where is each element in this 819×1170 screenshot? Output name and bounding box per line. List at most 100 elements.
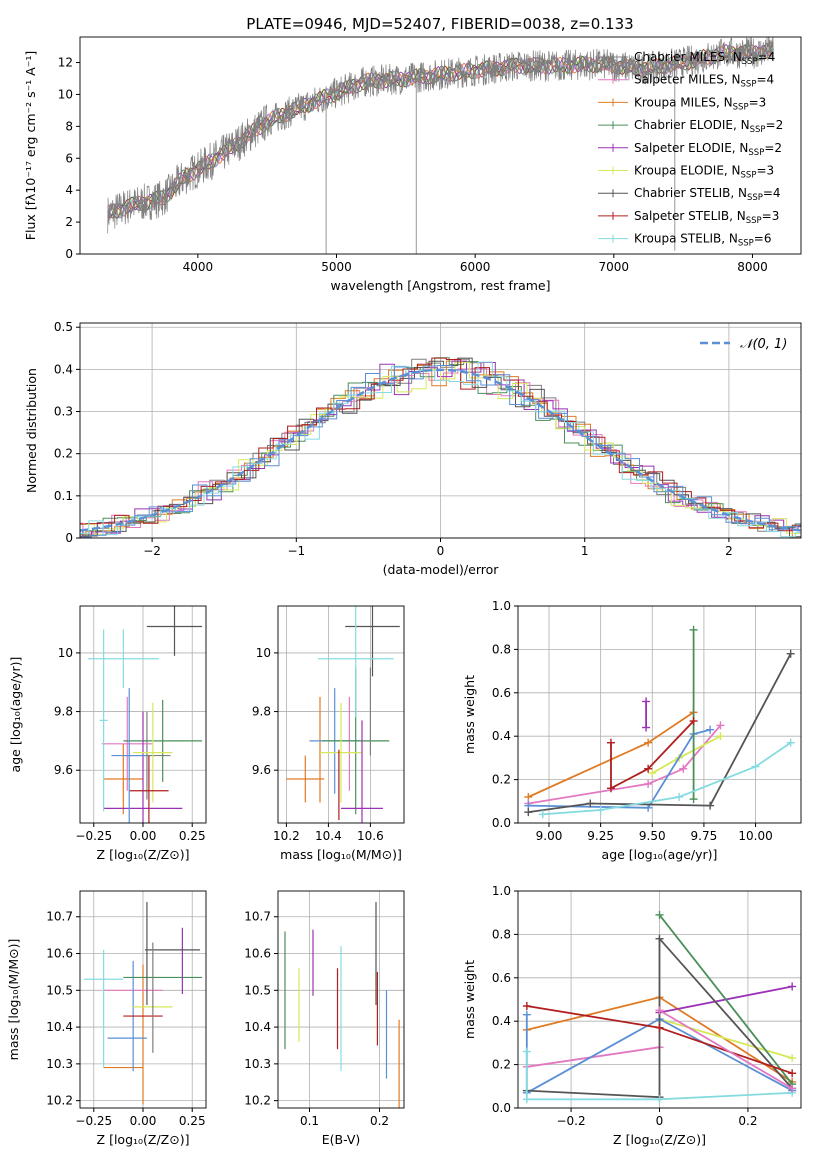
legend-label: Chabrier ELODIE, NSSP=2 — [634, 118, 783, 135]
y-tick-label: 1.0 — [492, 599, 511, 613]
panel-mw_vs_age: 9.00 9.25 9.50 9.75 10.00 0.0 0.2 0.4 0.6 0.8 1.0 a… — [462, 599, 802, 862]
y-tick-label: 10 — [256, 646, 271, 660]
legend-label: Kroupa ELODIE, NSSP=3 — [634, 164, 774, 181]
y-tick-label: 10.4 — [244, 1020, 271, 1034]
histogram-extra — [80, 365, 801, 538]
y-tick-label: 0.0 — [492, 1101, 511, 1115]
legend-eq: =4 — [758, 50, 776, 64]
legend-sub: SSP — [742, 57, 758, 67]
legend-label: Salpeter ELODIE, NSSP=2 — [634, 141, 782, 158]
x-tick-label: −2 — [143, 544, 161, 558]
y-tick-label: 0.2 — [492, 773, 511, 787]
legend-eq: =3 — [749, 95, 767, 109]
legend-eq: =6 — [754, 232, 772, 246]
y-axis-label: Flux [fλ10⁻¹⁷ erg cm⁻² s⁻¹ A⁻¹] — [23, 51, 38, 240]
y-tick-label: 0.2 — [492, 1058, 511, 1072]
legend-eq: =2 — [764, 141, 782, 155]
legend-label: Kroupa MILES, NSSP=3 — [634, 95, 766, 112]
x-tick-label: 9.50 — [639, 829, 666, 843]
panel-age_vs_z: −0.25 0.00 0.25 9.6 9.8 10 Z [log₁₀(Z/Z⊙)] age … — [8, 605, 207, 862]
legend-sub: SSP — [741, 80, 757, 90]
x-axis-label: Z [log₁₀(Z/Z⊙)] — [97, 847, 190, 862]
x-tick-label: 0.25 — [179, 1114, 206, 1128]
plot-area — [87, 606, 203, 823]
histogram-k_elodie — [80, 362, 801, 538]
plot-area — [284, 902, 400, 1108]
y-tick-label: 10.5 — [46, 983, 73, 997]
y-tick-label: 10.4 — [46, 1020, 73, 1034]
legend-sub: SSP — [741, 171, 757, 181]
y-tick-label: 0.5 — [54, 320, 73, 334]
y-tick-label: 10.5 — [244, 983, 271, 997]
axes-frame — [79, 36, 802, 255]
legend-sub: SSP — [747, 193, 763, 203]
y-tick-label: 2 — [65, 215, 73, 229]
x-tick-label: 10.2 — [273, 829, 300, 843]
y-tick-label: 4 — [65, 183, 73, 197]
y-tick-label: 0.4 — [54, 362, 73, 376]
x-tick-label: 0.00 — [130, 1114, 157, 1128]
legend-eq: =3 — [756, 164, 774, 178]
x-tick-label: 9.75 — [691, 829, 718, 843]
x-tick-label: 0.1 — [300, 1114, 319, 1128]
y-tick-label: 9.8 — [252, 705, 271, 719]
y-tick-label: 9.6 — [252, 763, 271, 777]
axes-frame — [517, 605, 802, 824]
legend-sub: SSP — [733, 102, 749, 112]
x-tick-label: 0 — [656, 1114, 664, 1128]
legend-label: Salpeter STELIB, NSSP=3 — [634, 209, 779, 226]
y-tick-label: 0.6 — [492, 686, 511, 700]
x-tick-label: −1 — [287, 544, 305, 558]
axes-frame — [277, 605, 405, 824]
plot-area — [522, 910, 797, 1104]
x-tick-label: 0.2 — [370, 1114, 389, 1128]
y-tick-label: 10 — [58, 87, 73, 101]
series-line-k_stelib — [525, 1051, 793, 1101]
plot-area — [106, 37, 775, 254]
legend-eq: =4 — [756, 73, 774, 87]
panel-spectrum: 4000 5000 6000 7000 8000 0 2 4 6 8 10 12 wavelength … — [23, 36, 802, 293]
y-tick-label: 10.2 — [46, 1094, 73, 1108]
x-tick-label: 8000 — [737, 260, 768, 274]
y-axis-label: age [log₁₀(age/yr)] — [8, 657, 23, 773]
series-line-c_stelib — [526, 936, 793, 1099]
x-tick-label: −0.25 — [75, 829, 112, 843]
legend-label: Chabrier STELIB, NSSP=4 — [634, 186, 781, 203]
y-axis-label: Normed distribution — [24, 368, 39, 493]
y-tick-label: 10 — [58, 646, 73, 660]
y-tick-label: 0.4 — [492, 729, 511, 743]
y-tick-label: 10.3 — [244, 1057, 271, 1071]
axes-frame — [277, 890, 405, 1109]
x-tick-label: 0.25 — [179, 829, 206, 843]
plot-area — [524, 625, 795, 819]
series-line-c_elodie — [658, 914, 793, 1085]
x-tick-label: 4000 — [183, 260, 214, 274]
histogram-s_stelib — [80, 357, 801, 532]
legend-label: Chabrier MILES, NSSP=4 — [634, 50, 775, 67]
y-tick-label: 0.1 — [54, 489, 73, 503]
panel-mw_vs_z: −0.2 0 0.2 0.0 0.2 0.4 0.6 0.8 1.0 Z [log₁₀(Z/Z⊙)… — [462, 884, 802, 1147]
x-tick-label: 2 — [725, 544, 733, 558]
legend-eq: =2 — [766, 118, 784, 132]
y-tick-label: 10.7 — [46, 910, 73, 924]
legend-sub: SSP — [746, 216, 762, 226]
y-tick-label: 10.7 — [244, 910, 271, 924]
x-tick-label: 10.6 — [357, 829, 384, 843]
y-axis-label: mass weight — [462, 675, 477, 754]
x-axis-label: mass [log₁₀(M/M⊙)] — [280, 847, 402, 862]
y-tick-label: 6 — [65, 151, 73, 165]
panel-age_vs_mass: 10.2 10.4 10.6 9.6 9.8 10 mass [log₁₀(M/M⊙)] — [252, 605, 405, 862]
x-tick-label: 9.25 — [587, 829, 614, 843]
plot-area — [286, 606, 400, 823]
legend: Chabrier MILES, NSSP=4 Salpeter MILES, NS… — [598, 50, 783, 249]
legend-sub: SSP — [748, 148, 764, 158]
x-tick-label: 6000 — [460, 260, 491, 274]
x-tick-label: 0 — [437, 544, 445, 558]
y-axis-label: mass weight — [462, 960, 477, 1039]
series-line-s_miles — [528, 724, 722, 805]
series-line-s_miles — [659, 1009, 793, 1090]
y-tick-label: 0.6 — [492, 971, 511, 985]
x-axis-label: E(B-V) — [322, 1132, 361, 1147]
x-tick-label: −0.2 — [556, 1114, 585, 1128]
x-tick-label: −0.25 — [75, 1114, 112, 1128]
